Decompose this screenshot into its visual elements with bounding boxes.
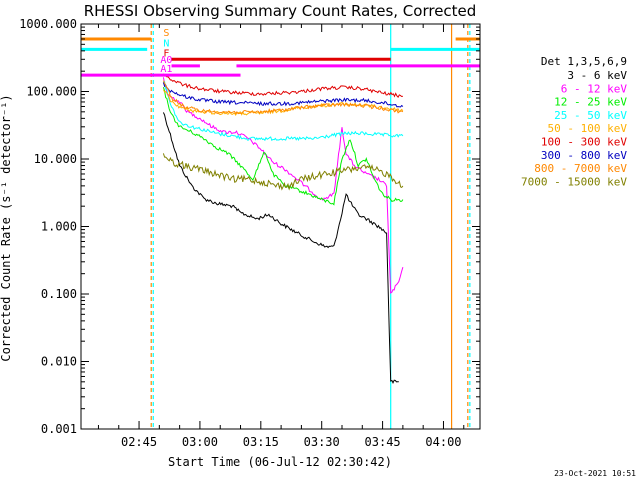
x-tick-label: 03:15: [243, 435, 279, 449]
y-axis-label: Corrected Count Rate (s⁻¹ detector⁻¹): [0, 94, 13, 361]
legend-entry: 300 - 800 keV: [541, 149, 627, 162]
y-tick-label: 1000.000: [19, 17, 77, 31]
flag-label-n: N: [163, 38, 169, 49]
legend-entry: 800 - 7000 keV: [534, 162, 627, 175]
legend-entry: 7000 - 15000 keV: [521, 175, 627, 188]
y-tick-label: 10.000: [34, 152, 77, 166]
flag-label-a1: A1: [160, 64, 172, 75]
series-line-1: [162, 112, 399, 384]
y-tick-label: 0.010: [41, 355, 77, 369]
y-tick-label: 100.000: [26, 85, 77, 99]
y-tick-label: 0.100: [41, 287, 77, 301]
legend-entry: 6 - 12 keV: [561, 82, 628, 95]
series-line-7: [162, 82, 404, 108]
chart-title: RHESSI Observing Summary Count Rates, Co…: [84, 2, 477, 20]
series-line-2: [162, 77, 404, 294]
legend-entry: 100 - 300 keV: [541, 136, 627, 149]
legend-entry: 12 - 25 keV: [554, 96, 627, 109]
x-tick-label: 04:00: [425, 435, 461, 449]
series-layer: [162, 73, 404, 384]
legend-entry: 3 - 6 keV: [567, 69, 627, 82]
y-tick-label: 0.001: [41, 422, 77, 436]
x-tick-label: 03:45: [365, 435, 401, 449]
legend-entry: 25 - 50 keV: [554, 109, 627, 122]
timestamp: 23-Oct-2021 10:51: [554, 469, 636, 478]
series-line-6: [162, 73, 403, 98]
flag-label-s: S: [163, 28, 169, 39]
plot-frame: [80, 23, 481, 430]
vertical-markers: [150, 24, 471, 429]
series-line-5: [162, 89, 404, 116]
x-tick-label: 03:00: [182, 435, 218, 449]
y-axis: 1000.000 100.000 10.000 1.000 0.100 0.010 0.00…: [19, 17, 480, 436]
series-line-4: [163, 80, 404, 142]
x-axis: 02:45 03:00 03:15 03:30 03:45 04:00: [97, 24, 465, 449]
x-tick-label: 03:30: [304, 435, 340, 449]
x-axis-label: Start Time (06-Jul-12 02:30:42): [168, 455, 392, 469]
series-line-8: [162, 80, 404, 115]
flag-label-a0: A0: [160, 55, 172, 66]
y-tick-label: 1.000: [41, 220, 77, 234]
legend-entry: 50 - 100 keV: [548, 122, 628, 135]
legend-title: Det 1,3,5,6,9: [541, 55, 627, 68]
x-tick-label: 02:45: [121, 435, 157, 449]
flag-label-f: F: [163, 48, 169, 59]
series-line-9: [162, 153, 404, 191]
